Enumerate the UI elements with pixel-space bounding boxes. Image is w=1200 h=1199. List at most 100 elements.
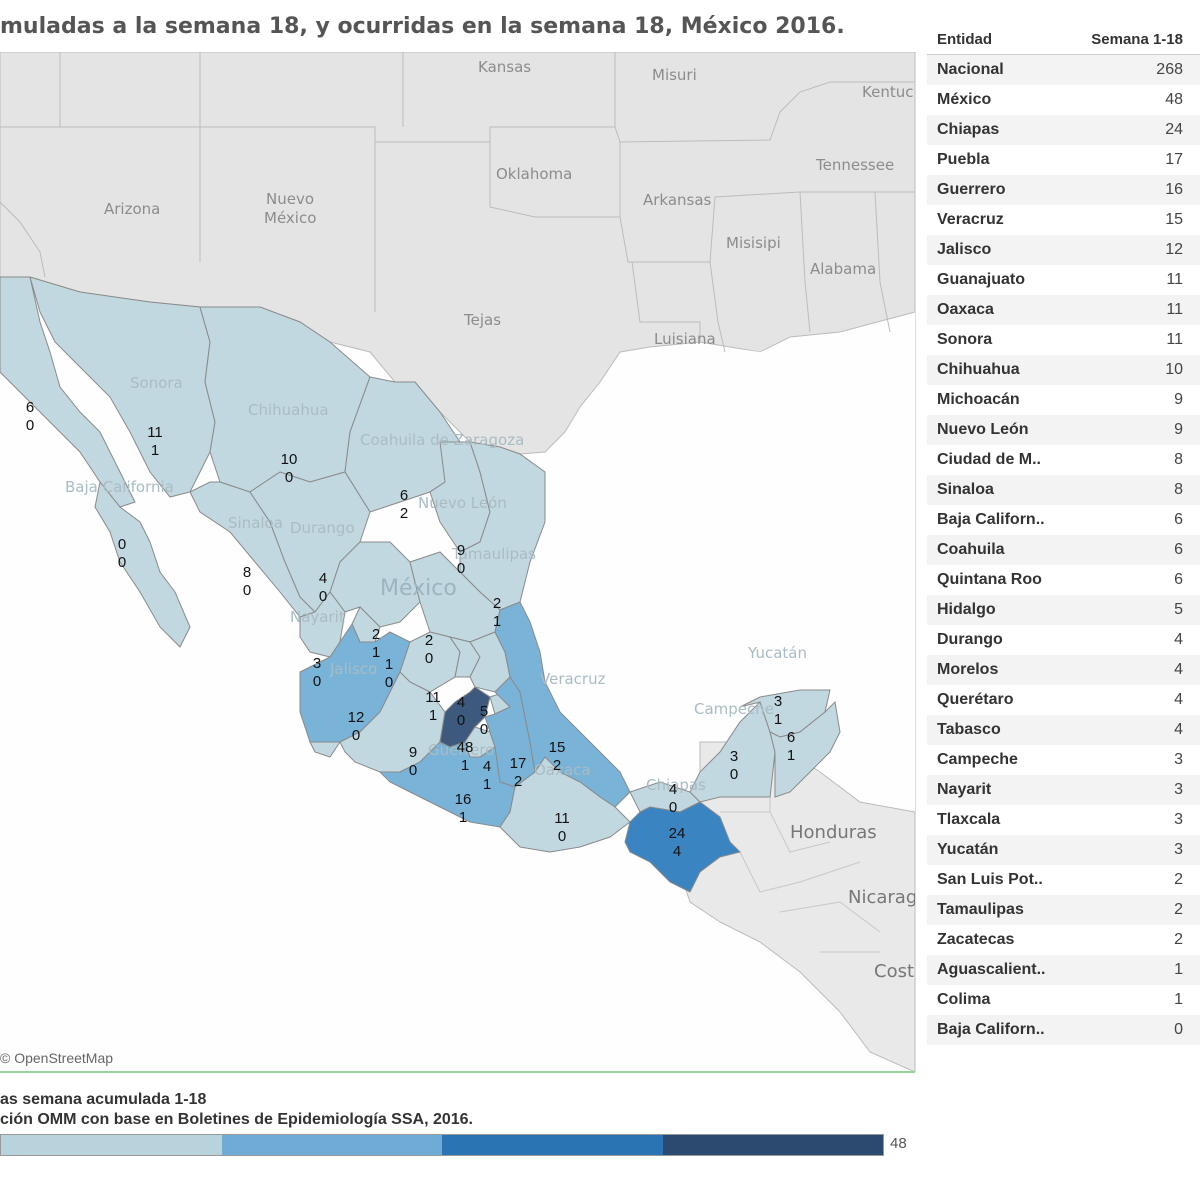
- state-week-value: 0: [480, 721, 488, 738]
- row-value: 0: [1174, 1021, 1183, 1038]
- state-week-value: 2: [514, 773, 522, 790]
- label-tamaulipas: Tamaulipas: [451, 545, 536, 563]
- table-row[interactable]: Veracruz 15: [927, 205, 1200, 235]
- state-colima[interactable]: [309, 741, 341, 758]
- map-view[interactable]: Kansas Misuri Kentuc Oklahoma Tennessee …: [0, 52, 916, 1072]
- table-row[interactable]: Sonora 11: [927, 325, 1200, 355]
- table-row[interactable]: Aguascalient.. 1: [927, 955, 1200, 985]
- state-accumulated-value: 6: [26, 399, 34, 416]
- table-row[interactable]: Tlaxcala 3: [927, 805, 1200, 835]
- table-row[interactable]: Nuevo León 9: [927, 415, 1200, 445]
- label-jalisco: Jalisco: [329, 660, 377, 678]
- row-entity-name: Baja Californ..: [937, 511, 1045, 528]
- state-accumulated-value: 11: [554, 810, 570, 827]
- table-row[interactable]: Jalisco 12: [927, 235, 1200, 265]
- row-entity-name: Coahuila: [937, 541, 1005, 558]
- entity-table: Entidad Semana 1-18 Nacional 268 México 48 C…: [927, 24, 1200, 1045]
- row-value: 11: [1166, 331, 1183, 348]
- row-entity-name: Colima: [937, 991, 991, 1008]
- label-honduras: Honduras: [790, 822, 877, 843]
- table-row[interactable]: Colima 1: [927, 985, 1200, 1015]
- table-row[interactable]: Chihuahua 10: [927, 355, 1200, 385]
- row-value: 3: [1174, 751, 1183, 768]
- table-row[interactable]: Guerrero 16: [927, 175, 1200, 205]
- state-accumulated-value: 4: [483, 758, 491, 775]
- table-row[interactable]: Hidalgo 5: [927, 595, 1200, 625]
- state-baja-california[interactable]: [0, 276, 136, 508]
- us-state-borders: [0, 52, 915, 353]
- row-value: 17: [1165, 151, 1183, 168]
- label-guerrero: Guerrero: [428, 741, 494, 759]
- table-row[interactable]: Coahuila 6: [927, 535, 1200, 565]
- state-accumulated-value: 48: [457, 739, 474, 756]
- row-entity-name: Guanajuato: [937, 271, 1026, 288]
- state-chiapas[interactable]: [624, 801, 741, 893]
- legend-swatch: [662, 1135, 883, 1155]
- state-accumulated-value: 8: [243, 564, 251, 581]
- legend-title: as semana acumulada 1-18: [0, 1091, 207, 1108]
- table-row[interactable]: Querétaro 4: [927, 685, 1200, 715]
- table-row[interactable]: Ciudad de M.. 8: [927, 445, 1200, 475]
- state-week-value: 2: [553, 757, 561, 774]
- row-entity-name: Jalisco: [937, 241, 992, 258]
- label-sonora: Sonora: [130, 374, 183, 392]
- row-entity-name: Guerrero: [937, 181, 1006, 198]
- map-attribution[interactable]: © OpenStreetMap: [0, 1050, 114, 1066]
- table-row[interactable]: México 48: [927, 85, 1200, 115]
- table-row[interactable]: Zacatecas 2: [927, 925, 1200, 955]
- table-row[interactable]: Baja Californ.. 6: [927, 505, 1200, 535]
- row-entity-name: Puebla: [937, 151, 990, 168]
- state-quintana-roo[interactable]: [769, 700, 841, 798]
- row-value: 10: [1165, 361, 1183, 378]
- state-week-value: 1: [429, 707, 437, 724]
- table-row[interactable]: San Luis Pot.. 2: [927, 865, 1200, 895]
- map-bottom-border: [0, 1071, 915, 1073]
- header-entity[interactable]: Entidad: [937, 30, 992, 48]
- table-row[interactable]: Quintana Roo 6: [927, 565, 1200, 595]
- row-value: 2: [1174, 871, 1183, 888]
- label-mexico: México: [380, 576, 457, 601]
- state-week-value: 0: [457, 560, 465, 577]
- table-row[interactable]: Michoacán 9: [927, 385, 1200, 415]
- state-guerrero[interactable]: [378, 741, 516, 828]
- table-row[interactable]: Chiapas 24: [927, 115, 1200, 145]
- label-nuevo-mexico-1: Nuevo: [266, 190, 314, 208]
- header-value[interactable]: Semana 1-18: [1091, 30, 1183, 48]
- row-value: 9: [1174, 391, 1183, 408]
- table-row[interactable]: Morelos 4: [927, 655, 1200, 685]
- table-row[interactable]: Sinaloa 8: [927, 475, 1200, 505]
- row-entity-name: Durango: [937, 631, 1003, 648]
- table-row[interactable]: Tamaulipas 2: [927, 895, 1200, 925]
- row-value: 12: [1165, 241, 1183, 258]
- table-row[interactable]: Yucatán 3: [927, 835, 1200, 865]
- table-row[interactable]: Oaxaca 11: [927, 295, 1200, 325]
- state-week-value: 0: [26, 417, 34, 434]
- table-row[interactable]: Nayarit 3: [927, 775, 1200, 805]
- label-luisiana: Luisiana: [654, 330, 716, 348]
- table-row[interactable]: Baja Californ.. 0: [927, 1015, 1200, 1045]
- state-accumulated-value: 2: [425, 632, 433, 649]
- state-week-value: 0: [457, 712, 465, 729]
- table-row[interactable]: Puebla 17: [927, 145, 1200, 175]
- row-entity-name: Sonora: [937, 331, 993, 348]
- state-week-value: 0: [385, 674, 393, 691]
- state-accumulated-value: 11: [425, 689, 441, 706]
- table-row[interactable]: Nacional 268: [927, 55, 1200, 85]
- table-row[interactable]: Campeche 3: [927, 745, 1200, 775]
- table-row[interactable]: Guanajuato 11: [927, 265, 1200, 295]
- row-entity-name: Querétaro: [937, 691, 1014, 708]
- state-week-value: 0: [352, 727, 360, 744]
- row-entity-name: Aguascalient..: [937, 961, 1046, 978]
- row-value: 6: [1174, 511, 1183, 528]
- label-tejas: Tejas: [463, 311, 501, 329]
- map-canvas[interactable]: Kansas Misuri Kentuc Oklahoma Tennessee …: [0, 52, 915, 1072]
- mexico-states: [0, 276, 841, 893]
- table-row[interactable]: Tabasco 4: [927, 715, 1200, 745]
- row-entity-name: Zacatecas: [937, 931, 1015, 948]
- state-accumulated-value: 11: [147, 424, 163, 441]
- row-value: 15: [1165, 211, 1183, 228]
- label-nuevo-mexico-2: México: [264, 209, 316, 227]
- state-baja-california-sur[interactable]: [94, 480, 191, 648]
- gulf-of-mexico: [545, 332, 915, 742]
- table-row[interactable]: Durango 4: [927, 625, 1200, 655]
